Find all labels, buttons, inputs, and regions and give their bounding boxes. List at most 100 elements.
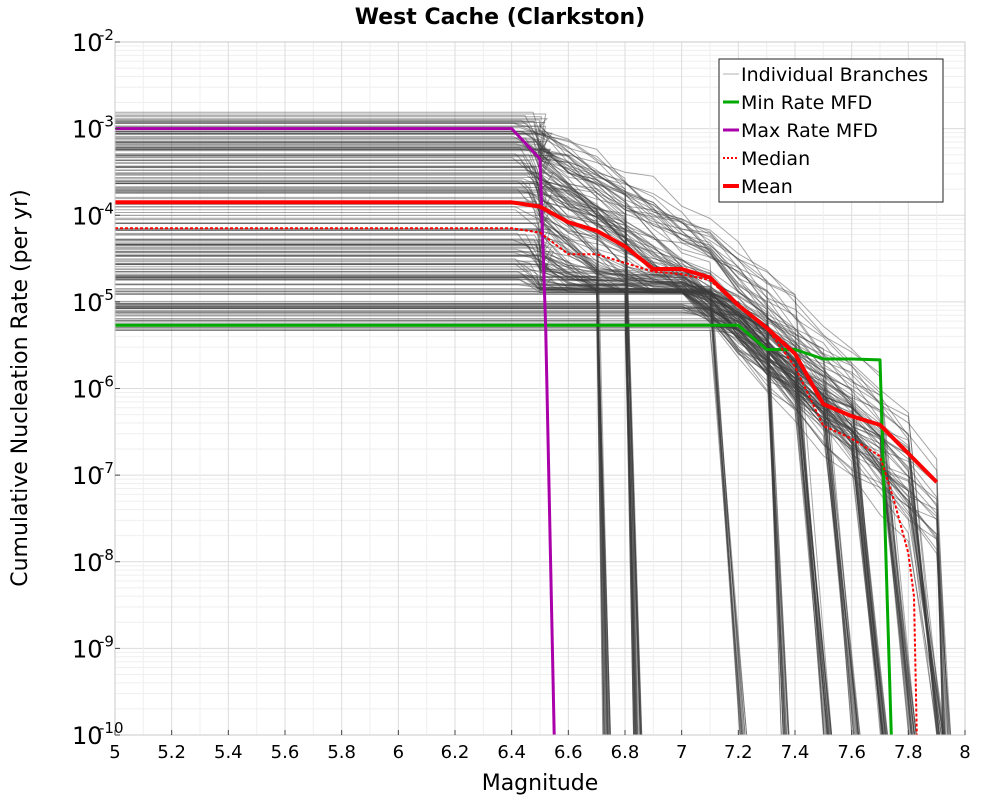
x-axis-label: Magnitude xyxy=(482,771,599,796)
branch-line xyxy=(115,149,830,736)
branch-line xyxy=(115,263,638,736)
branch-line xyxy=(115,137,611,736)
branch-line xyxy=(115,318,605,736)
branch-line xyxy=(115,192,913,736)
branch-line xyxy=(115,183,938,736)
branch-line xyxy=(115,149,888,736)
y-tick-exponent: -8 xyxy=(99,546,114,564)
branch-line xyxy=(115,122,886,736)
branch-line xyxy=(115,293,641,736)
branch-line xyxy=(115,166,742,736)
branch-line xyxy=(115,315,639,736)
y-tick-label: 10 xyxy=(72,289,103,317)
branch-line xyxy=(115,189,609,736)
branch-line xyxy=(115,130,886,736)
branch-line xyxy=(115,277,636,736)
branch-line xyxy=(115,308,830,736)
branch-line xyxy=(115,140,910,736)
x-tick-label: 5.2 xyxy=(157,742,186,763)
branch-line xyxy=(115,147,782,736)
y-tick-label: 10 xyxy=(72,549,103,577)
branch-line xyxy=(115,143,833,736)
y-tick-label: 10 xyxy=(72,376,103,404)
branch-line xyxy=(115,131,635,736)
branch-line xyxy=(115,141,825,736)
x-tick-label: 8 xyxy=(959,742,970,763)
branch-line xyxy=(115,122,915,736)
series-min-rate-mfd xyxy=(115,323,893,736)
branch-line xyxy=(115,244,944,736)
branch-line xyxy=(115,239,940,736)
branch-line xyxy=(115,243,911,736)
branch-line xyxy=(115,328,637,736)
legend-label: Min Rate MFD xyxy=(741,92,872,114)
branch-line xyxy=(115,125,854,736)
x-tick-label: 6.8 xyxy=(611,742,640,763)
branch-line xyxy=(115,263,611,736)
chart-title: West Cache (Clarkston) xyxy=(355,5,645,30)
series-lines xyxy=(115,127,939,736)
branch-line xyxy=(115,120,744,736)
branch-line xyxy=(115,329,743,736)
branch-line xyxy=(115,278,640,736)
branch-line xyxy=(115,254,604,736)
y-axis: 10-210-310-410-510-610-710-810-910-10 xyxy=(72,26,124,750)
branch-line xyxy=(115,329,881,736)
branch-line xyxy=(115,142,882,736)
branch-line xyxy=(115,137,790,736)
branch-line xyxy=(115,188,884,736)
legend-label: Mean xyxy=(741,176,793,198)
branch-line xyxy=(115,179,883,736)
series-median xyxy=(115,227,918,736)
y-tick-label: 10 xyxy=(72,635,103,663)
branch-line xyxy=(115,209,610,736)
y-tick-label: 10 xyxy=(72,202,103,230)
branch-line xyxy=(115,239,915,736)
branch-line xyxy=(115,132,638,736)
branch-line xyxy=(115,320,604,736)
branch-line xyxy=(115,271,637,736)
legend: Individual Branches Min Rate MFD Max Rate … xyxy=(718,58,944,203)
branch-line xyxy=(115,180,634,736)
branch-line xyxy=(115,169,606,736)
y-tick-exponent: -7 xyxy=(99,459,114,477)
branch-line xyxy=(115,169,748,736)
branch-line xyxy=(115,145,641,736)
branch-line xyxy=(115,311,786,736)
branch-line xyxy=(115,153,636,736)
branch-line xyxy=(115,146,609,736)
y-tick-exponent: -3 xyxy=(99,113,114,131)
y-tick-exponent: -5 xyxy=(99,286,114,304)
branch-line xyxy=(115,147,917,736)
branch-line xyxy=(115,290,607,736)
branch-line xyxy=(115,303,884,736)
legend-label: Individual Branches xyxy=(741,64,928,86)
branch-line xyxy=(115,223,889,736)
y-axis-label: Cumulative Nucleation Rate (per yr) xyxy=(8,189,33,587)
branch-line xyxy=(115,268,743,736)
x-tick-label: 6.2 xyxy=(441,742,470,763)
x-tick-label: 6.4 xyxy=(497,742,526,763)
y-tick-label: 10 xyxy=(72,462,103,490)
branch-line xyxy=(115,243,827,736)
branch-line xyxy=(115,115,943,736)
branch-line xyxy=(115,203,940,736)
branch-line xyxy=(115,307,950,736)
branch-line xyxy=(115,186,888,736)
x-tick-label: 7 xyxy=(676,742,687,763)
branch-line xyxy=(115,277,944,736)
branch-line xyxy=(115,156,857,736)
y-tick-exponent: -10 xyxy=(99,719,124,737)
branch-line xyxy=(115,120,882,736)
branch-line xyxy=(115,217,741,736)
x-tick-label: 7.2 xyxy=(724,742,753,763)
branch-line xyxy=(115,270,605,736)
branch-line xyxy=(115,238,609,736)
y-tick-exponent: -6 xyxy=(99,373,114,391)
branch-line xyxy=(115,118,831,736)
branch-line xyxy=(115,155,790,736)
branch-line xyxy=(115,126,784,736)
branch-line xyxy=(115,303,915,736)
branch-line xyxy=(115,148,641,736)
